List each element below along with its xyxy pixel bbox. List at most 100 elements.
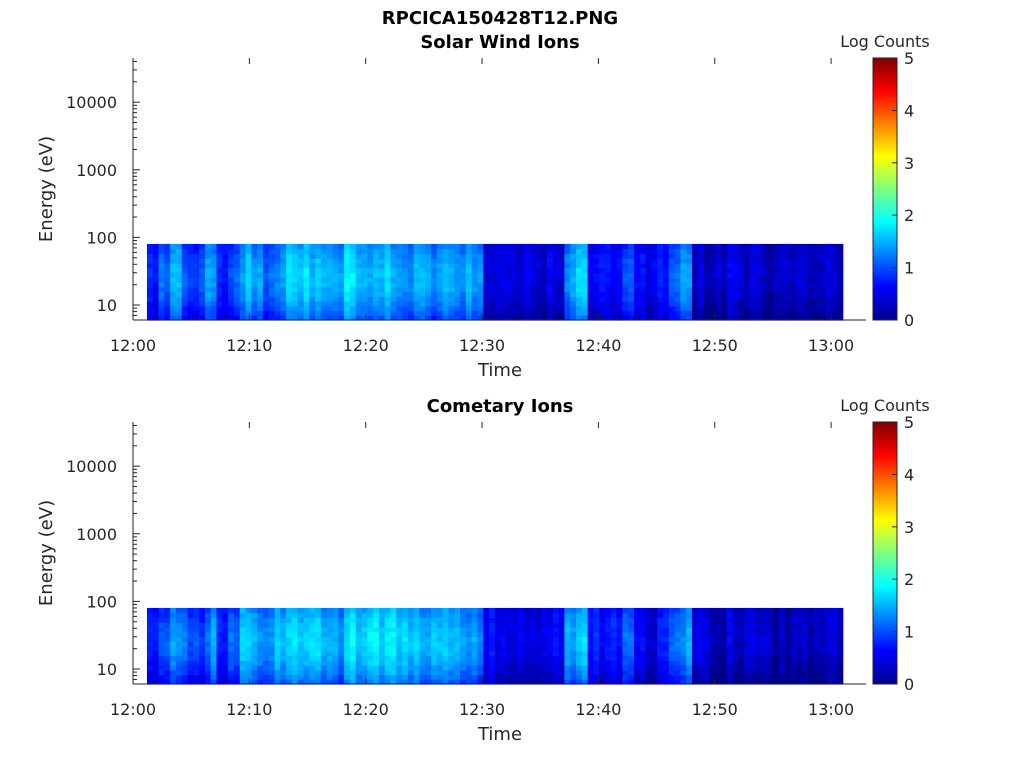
- heatmap-cell: [651, 617, 658, 623]
- heatmap-cell: [662, 281, 670, 288]
- heatmap-cell: [152, 267, 160, 274]
- heatmap-cell: [703, 262, 710, 269]
- heatmap-cell: [813, 253, 821, 259]
- heatmap-cell: [732, 631, 739, 638]
- heatmap-cell: [831, 286, 838, 293]
- heatmap-cell: [494, 626, 502, 633]
- heatmap-cell: [320, 645, 328, 652]
- heatmap-cell: [749, 272, 757, 278]
- heatmap-cell: [303, 679, 310, 685]
- heatmap-cell: [349, 258, 357, 264]
- heatmap-cell: [384, 253, 392, 259]
- heatmap-cell: [419, 626, 426, 633]
- heatmap-cell: [605, 281, 612, 288]
- heatmap-cell: [390, 286, 397, 293]
- heatmap-cell: [193, 267, 200, 274]
- heatmap-cell: [460, 612, 467, 619]
- heatmap-cell: [396, 248, 403, 255]
- heatmap-cell: [541, 607, 548, 614]
- heatmap-cell: [465, 300, 473, 307]
- heatmap-cell: [268, 612, 276, 619]
- heatmap-cell: [703, 305, 710, 312]
- heatmap-cell: [807, 617, 815, 623]
- heatmap-cell: [802, 655, 809, 661]
- heatmap-cell: [297, 281, 305, 288]
- heatmap-cell: [529, 664, 537, 671]
- heatmap-cell: [761, 310, 768, 316]
- heatmap-cell: [686, 622, 693, 628]
- heatmap-cell: [164, 281, 171, 288]
- heatmap-cell: [187, 669, 194, 676]
- heatmap-cell: [326, 248, 334, 255]
- heatmap-cell: [413, 310, 421, 316]
- heatmap-cell: [773, 631, 780, 638]
- heatmap-cell: [477, 262, 484, 269]
- heatmap-cell: [175, 650, 183, 657]
- heatmap-cell: [297, 291, 305, 297]
- heatmap-cell: [767, 277, 774, 283]
- heatmap-cell: [228, 626, 235, 633]
- heatmap-cell: [239, 300, 247, 307]
- heatmap-cell: [628, 262, 635, 269]
- heatmap-cell: [593, 315, 600, 321]
- heatmap-cell: [761, 300, 768, 307]
- heatmap-cell: [541, 631, 548, 638]
- heatmap-cell: [790, 253, 797, 259]
- heatmap-cell: [709, 612, 716, 619]
- heatmap-cell: [315, 277, 322, 283]
- heatmap-cell: [274, 310, 281, 316]
- heatmap-cell: [709, 664, 716, 671]
- heatmap-cell: [819, 650, 826, 657]
- heatmap-cell: [697, 272, 705, 278]
- heatmap-cell: [512, 636, 519, 642]
- heatmap-cell: [564, 281, 571, 288]
- heatmap-cell: [152, 631, 160, 638]
- heatmap-cell: [819, 645, 826, 652]
- heatmap-cell: [442, 607, 450, 614]
- heatmap-cell: [245, 617, 252, 623]
- heatmap-cell: [691, 267, 699, 274]
- heatmap-cell: [164, 607, 171, 614]
- heatmap-cell: [303, 636, 310, 642]
- heatmap-cell: [755, 679, 763, 685]
- heatmap-cell: [732, 262, 739, 269]
- heatmap-cell: [297, 612, 305, 619]
- heatmap-cell: [326, 253, 334, 259]
- heatmap-cell: [605, 305, 612, 312]
- heatmap-cell: [662, 641, 670, 647]
- heatmap-cell: [593, 262, 600, 269]
- heatmap-cell: [431, 272, 438, 278]
- heatmap-cell: [280, 296, 287, 302]
- heatmap-cell: [610, 645, 618, 652]
- heatmap-cell: [425, 277, 432, 283]
- heatmap-cell: [599, 262, 606, 269]
- heatmap-cell: [425, 296, 432, 302]
- heatmap-cell: [239, 650, 247, 657]
- heatmap-cell: [645, 300, 652, 307]
- heatmap-cell: [494, 296, 502, 302]
- heatmap-cell: [697, 626, 705, 633]
- heatmap-cell: [280, 674, 287, 680]
- heatmap-cell: [720, 674, 728, 680]
- heatmap-cell: [738, 650, 745, 657]
- heatmap-cell: [378, 660, 386, 666]
- heatmap-cell: [767, 248, 774, 255]
- heatmap-cell: [181, 636, 189, 642]
- heatmap-cell: [146, 636, 154, 642]
- heatmap-cell: [807, 277, 815, 283]
- heatmap-cell: [402, 669, 409, 676]
- heatmap-cell: [274, 617, 281, 623]
- x-axis-label: Time: [477, 360, 522, 381]
- heatmap-cell: [802, 636, 809, 642]
- heatmap-cell: [738, 248, 745, 255]
- heatmap-cell: [251, 674, 258, 680]
- heatmap-cell: [199, 669, 206, 676]
- heatmap-cell: [680, 612, 687, 619]
- heatmap-cell: [407, 262, 415, 269]
- x-axis-label: Time: [477, 724, 522, 745]
- heatmap-cell: [802, 248, 809, 255]
- heatmap-cell: [529, 258, 537, 264]
- heatmap-cell: [344, 262, 351, 269]
- heatmap-cell: [703, 300, 710, 307]
- heatmap-cell: [402, 291, 409, 297]
